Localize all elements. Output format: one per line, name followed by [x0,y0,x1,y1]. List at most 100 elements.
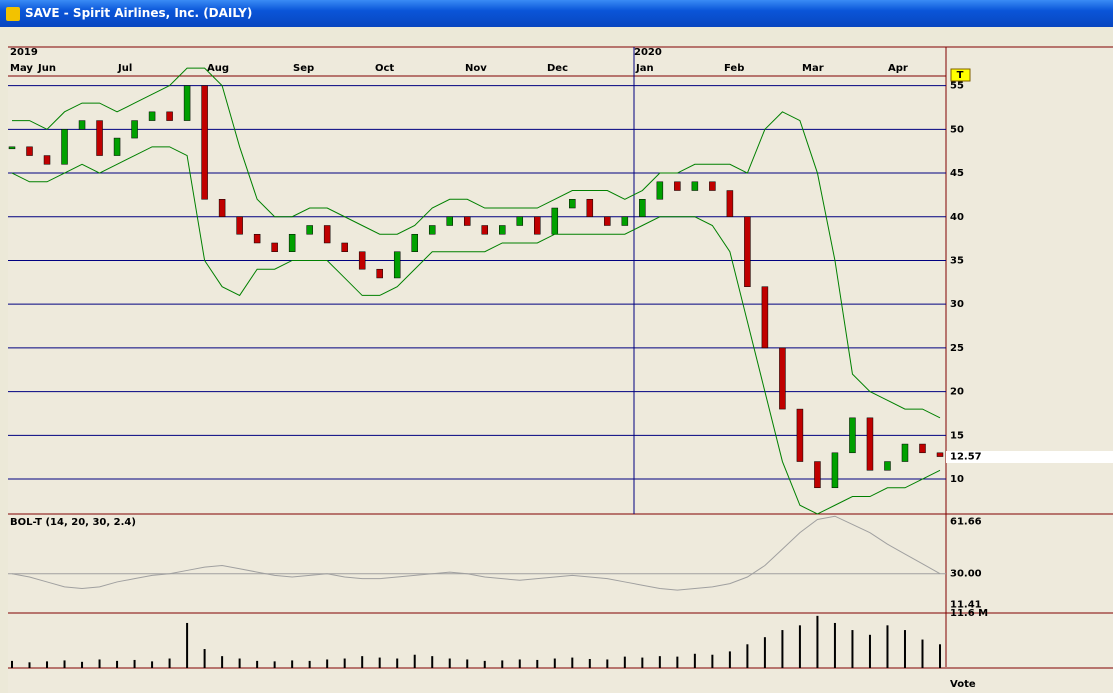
volume-bar [11,660,13,668]
footer-label: Vote [950,679,976,690]
candle [271,242,278,252]
volume-bar [221,656,224,668]
month-label: Feb [724,63,744,74]
candle [866,417,874,471]
volume-bar [133,659,136,668]
volume-bar [81,661,84,668]
y-tick-label: 45 [950,168,964,179]
candle [148,111,156,121]
candle [446,216,453,226]
volume-bar [833,622,836,668]
month-label: Dec [547,63,568,74]
candle [569,199,576,209]
candle [236,216,243,235]
candle [884,461,891,471]
band-line [12,67,941,419]
candle [96,120,103,156]
month-label: Mar [802,63,824,74]
volume-bar [483,660,486,668]
volume-bar [816,615,819,668]
volume-bar [378,657,381,668]
year-label: 2019 [10,47,38,58]
y-tick-label: 30 [950,299,964,310]
candle [481,225,489,235]
candle [393,251,401,279]
candle [463,216,471,226]
volume-bar [781,630,784,668]
band-line [11,146,941,515]
volume-bar [763,637,766,668]
candle [341,242,348,252]
volume-bar [711,654,714,668]
volume-bar [921,639,924,668]
candle [621,216,629,226]
marker-box [950,68,971,82]
month-label: Apr [888,63,908,74]
volume-bar [291,660,294,668]
candle [936,452,944,457]
candle [901,443,909,462]
candle [411,233,418,252]
y-tick-label: 50 [950,124,964,135]
volume-bar [518,659,521,668]
candle [43,155,51,165]
volume-bar [466,659,469,668]
chart-background [8,47,1113,693]
volume-bar [851,630,854,668]
y-tick-label: 11.41 [950,599,982,610]
candle [551,207,559,235]
candle [166,111,173,121]
y-tick-label: 10 [950,474,964,485]
candle [516,216,524,226]
volume-bar [238,658,241,668]
candle [218,199,226,218]
y-tick-label: 20 [950,387,964,398]
month-label: Nov [465,63,487,74]
candle [358,251,366,270]
candle [376,268,383,279]
volume-bar [501,660,504,668]
volume-bar [396,658,399,668]
candle [8,146,16,150]
volume-bar [571,657,574,668]
candle [691,181,699,191]
y-tick-label: 40 [950,212,964,223]
candle [726,190,734,218]
volume-bar [151,661,154,668]
candle [306,225,313,235]
volume-bar [413,654,416,668]
volume-bar [343,658,346,668]
y-tick-label: 55 [950,81,964,92]
volume-bar [939,644,941,668]
volume-bar [588,658,591,668]
candle [674,181,681,191]
candle [113,137,121,156]
last-price: 12.57 [950,452,982,463]
marker-label: T [957,70,964,81]
month-label: Aug [207,63,229,74]
candle [656,181,664,200]
volume-bar [623,656,626,668]
candle [253,233,261,244]
volume-bar [746,644,749,668]
year-label: 2020 [634,47,662,58]
volume-bar [448,658,451,668]
month-label: Sep [293,63,314,74]
candle [534,216,541,235]
chart: T Vote 2019 2020 May Jun Jul Aug Sep Oct Nov Dec J… [8,46,1113,693]
candle [499,225,506,235]
volume-bar [256,660,259,668]
candle [323,225,331,244]
candle [779,347,786,410]
volume-bar [361,656,364,668]
indicator-line [11,515,941,591]
volume-bar [868,634,871,668]
volume-bar [431,656,434,668]
volume-bar [308,660,311,668]
candle [26,146,33,156]
y-tick-label: 61.66 [950,517,982,528]
y-tick-label: 15 [950,430,964,441]
candle [288,233,296,252]
volume-bar [728,651,731,668]
